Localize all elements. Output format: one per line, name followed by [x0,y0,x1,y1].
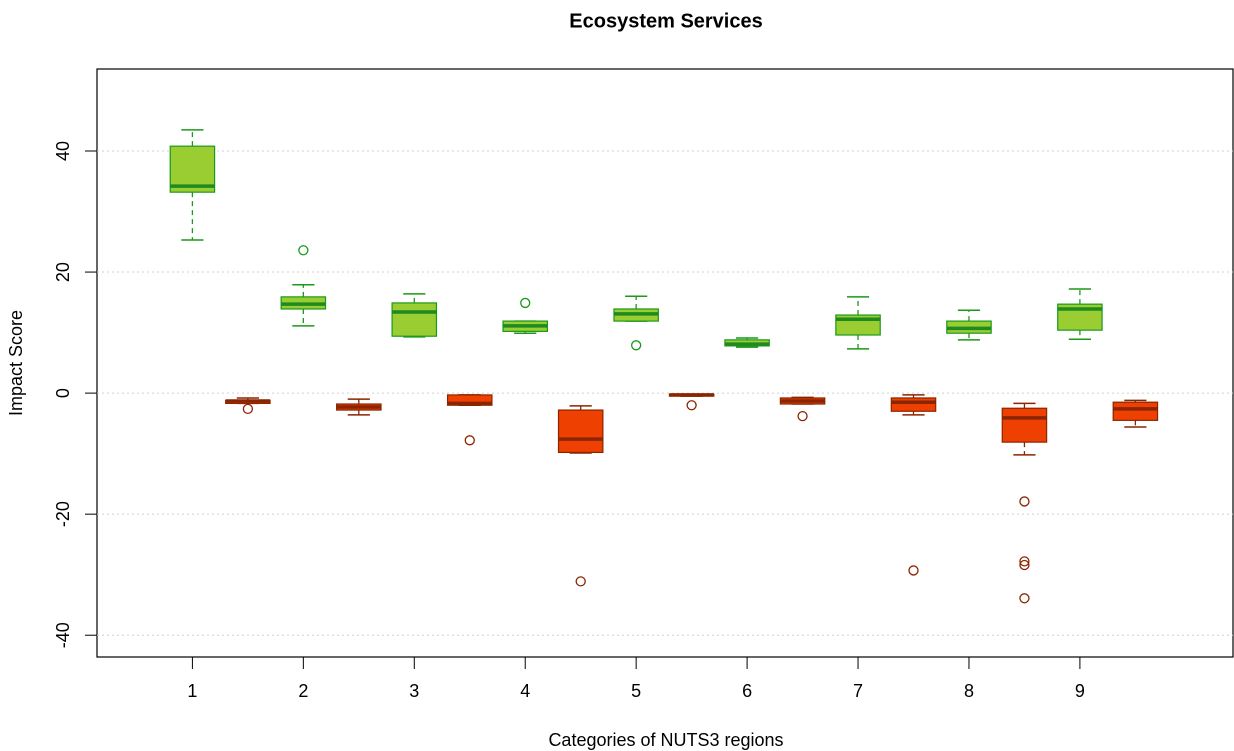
x-tick-label: 5 [631,681,641,701]
plot-frame [96,68,1234,658]
y-axis-label: Impact Score [6,310,26,416]
outlier [242,403,254,414]
x-tick-label: 3 [409,681,419,701]
x-axis-label: Categories of NUTS3 regions [548,730,783,750]
outlier [1019,559,1030,571]
outlier [1019,556,1030,567]
outlier [908,565,919,576]
y-tick-label: -20 [53,501,73,527]
outlier [464,435,475,446]
box [1112,401,1159,421]
box [1001,407,1048,443]
outlier [797,410,808,422]
x-tick-label: 6 [742,681,752,701]
box [391,302,438,337]
x-tick-label: 8 [964,681,974,701]
y-tick-label: 20 [53,262,73,282]
x-tick-label: 9 [1075,681,1085,701]
box [557,409,604,454]
x-tick-label: 4 [520,681,530,701]
box [890,397,937,412]
y-tick-label: 0 [53,388,73,398]
x-tick-label: 2 [298,681,308,701]
outlier [686,400,697,411]
outlier [631,340,642,351]
outlier [520,297,531,309]
box [446,394,493,406]
x-tick-label: 7 [853,681,863,701]
x-tick-label: 1 [187,681,197,701]
chart-title: Ecosystem Services [569,10,762,32]
y-tick-label: -40 [53,622,73,648]
outlier [1019,496,1030,507]
outlier [1019,593,1030,604]
y-tick-label: 40 [53,141,73,161]
outlier [575,576,586,587]
outlier [298,245,309,256]
